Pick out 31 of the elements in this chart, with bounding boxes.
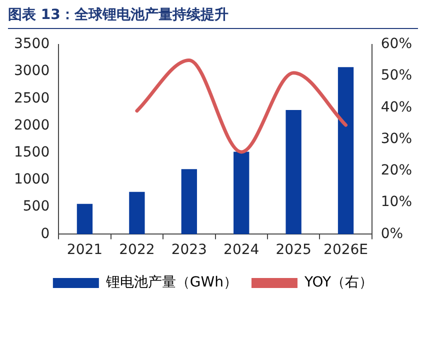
x-tick-label: 2026E <box>324 242 368 258</box>
bar <box>338 67 354 234</box>
x-tick-label: 2024 <box>224 242 260 258</box>
y2-tick-label: 50% <box>380 68 412 84</box>
x-tick-label: 2022 <box>119 242 155 258</box>
legend-label: 锂电池产量（GWh） <box>104 274 238 291</box>
y-tick-label: 1500 <box>14 144 50 160</box>
y2-tick-label: 20% <box>380 162 412 179</box>
y-tick-label: 0 <box>40 226 50 242</box>
y2-tick-label: 0% <box>380 226 404 242</box>
bar <box>129 192 145 234</box>
y2-tick-label: 30% <box>380 130 412 147</box>
bar <box>234 152 250 234</box>
y2-tick-label: 10% <box>380 194 412 210</box>
y-tick-label: 3000 <box>14 63 50 80</box>
y2-tick-label: 40% <box>380 99 412 116</box>
bar <box>286 110 302 234</box>
bar <box>181 169 197 234</box>
legend-label: YOY（右） <box>303 274 374 291</box>
y-tick-label: 2500 <box>14 90 50 106</box>
y-tick-label: 3500 <box>14 36 50 52</box>
y-tick-label: 1000 <box>14 172 50 188</box>
y-tick-label: 500 <box>22 198 50 215</box>
chart-title: 图表 13：全球锂电池产量持续提升 <box>8 6 228 24</box>
x-tick-label: 2021 <box>66 242 103 258</box>
bar <box>76 204 93 234</box>
line-series <box>135 58 348 154</box>
x-tick-label: 2025 <box>276 242 312 258</box>
y2-tick-label: 60% <box>380 36 412 52</box>
x-tick-label: 2023 <box>171 242 207 258</box>
y-tick-label: 2000 <box>14 117 50 134</box>
